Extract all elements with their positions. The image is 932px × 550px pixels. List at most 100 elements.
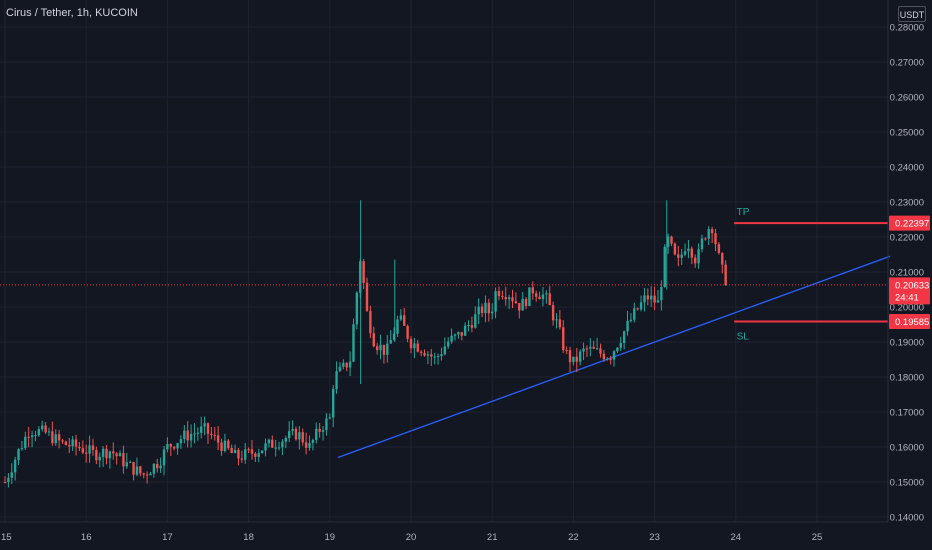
candle-body	[338, 366, 342, 372]
candle-body	[440, 354, 443, 357]
candle-body	[298, 432, 301, 440]
currency-button[interactable]: USDT	[898, 6, 926, 22]
candle-body	[721, 253, 724, 265]
candle-body	[369, 310, 372, 334]
x-tick-label: 22	[568, 532, 579, 543]
candle-body	[294, 428, 298, 440]
candle-body	[372, 333, 375, 347]
candle-body	[616, 347, 619, 352]
candle-body	[375, 346, 379, 351]
candle-body	[521, 298, 524, 311]
candle-body	[426, 354, 430, 356]
candle-body	[257, 453, 260, 457]
candle-body	[653, 295, 656, 303]
candle-body	[447, 341, 450, 347]
y-tick-label: 0.17000	[890, 408, 924, 419]
candle-body	[453, 334, 457, 336]
candle-body	[545, 293, 548, 295]
candles	[3, 200, 727, 488]
candle-body	[223, 440, 227, 451]
chart-grid	[0, 0, 888, 522]
candle-body	[189, 433, 193, 441]
candle-body	[504, 296, 507, 300]
candle-body	[606, 358, 609, 360]
candle-body	[230, 448, 233, 454]
candle-body	[88, 445, 91, 454]
candle-body	[30, 435, 34, 438]
candle-body	[288, 431, 291, 439]
y-tick-label: 0.14000	[890, 513, 924, 524]
candle-body	[162, 449, 166, 466]
candle-body	[91, 445, 95, 450]
candle-body	[582, 348, 585, 352]
candle-body	[470, 324, 474, 328]
candle-body	[250, 449, 254, 454]
x-tick-label: 21	[487, 532, 498, 543]
candle-body	[149, 473, 152, 476]
candle-body	[34, 435, 37, 437]
candle-body	[176, 443, 179, 449]
last-price-badge-text: 24:41	[895, 292, 919, 303]
candle-body	[484, 302, 487, 314]
candle-body	[203, 423, 206, 427]
candle-body	[267, 439, 271, 444]
candle-body	[156, 463, 159, 469]
y-tick-label: 0.28000	[890, 23, 924, 34]
candle-body	[186, 430, 189, 441]
candle-body	[331, 389, 335, 418]
candle-body	[639, 302, 643, 310]
candle-body	[311, 439, 315, 443]
time-axis[interactable]: 15 16 17 18 19 20 21 22 23 24 25	[1, 532, 822, 543]
candle-body	[98, 456, 101, 461]
y-tick-label: 0.18000	[890, 373, 924, 384]
candle-body	[321, 430, 325, 432]
candle-body	[578, 351, 582, 362]
candle-body	[463, 325, 467, 336]
candle-body	[477, 306, 480, 315]
y-tick-label: 0.25000	[890, 128, 924, 139]
candle-body	[622, 331, 626, 344]
candle-body	[467, 324, 470, 326]
candle-body	[81, 448, 85, 453]
candle-body	[200, 426, 203, 433]
candle-body	[575, 356, 578, 362]
candle-body	[166, 443, 169, 450]
candle-body	[318, 428, 321, 432]
candle-body	[284, 438, 288, 442]
candle-body	[626, 320, 629, 332]
symbol-title[interactable]: Cirus / Tether, 1h, KUCOIN	[6, 7, 138, 19]
candle-body	[650, 295, 653, 300]
candle-body	[244, 449, 247, 460]
candle-body	[541, 294, 545, 300]
x-tick-label: 17	[162, 532, 173, 543]
candle-body	[335, 371, 338, 390]
candle-body	[690, 248, 694, 258]
candle-body	[240, 458, 244, 460]
candle-body	[277, 447, 281, 449]
last-price-badge-text: 0.20633	[895, 280, 929, 291]
candle-body	[355, 292, 359, 325]
candle-body	[480, 306, 484, 314]
candle-body	[494, 291, 497, 312]
candle-body	[450, 335, 453, 342]
candle-body	[704, 238, 707, 240]
y-tick-label: 0.26000	[890, 93, 924, 104]
candle-body	[511, 297, 514, 302]
candle-body	[673, 243, 677, 255]
y-tick-label: 0.21000	[890, 268, 924, 279]
y-tick-label: 0.23000	[890, 198, 924, 209]
price-axis[interactable]: 0.14000 0.15000 0.16000 0.17000 0.18000 0.190…	[890, 23, 924, 524]
candle-body	[105, 448, 108, 459]
sl-price-badge-text: 0.19585	[895, 317, 929, 328]
candle-body	[118, 453, 122, 457]
candle-body	[41, 425, 44, 430]
candle-body	[152, 463, 156, 474]
candle-body	[13, 459, 17, 473]
levels[interactable]: TP SL	[0, 207, 888, 343]
candle-body	[538, 296, 541, 300]
candle-body	[443, 346, 447, 355]
candle-body	[179, 439, 183, 444]
candle-body	[169, 443, 172, 447]
candle-body	[132, 462, 135, 475]
